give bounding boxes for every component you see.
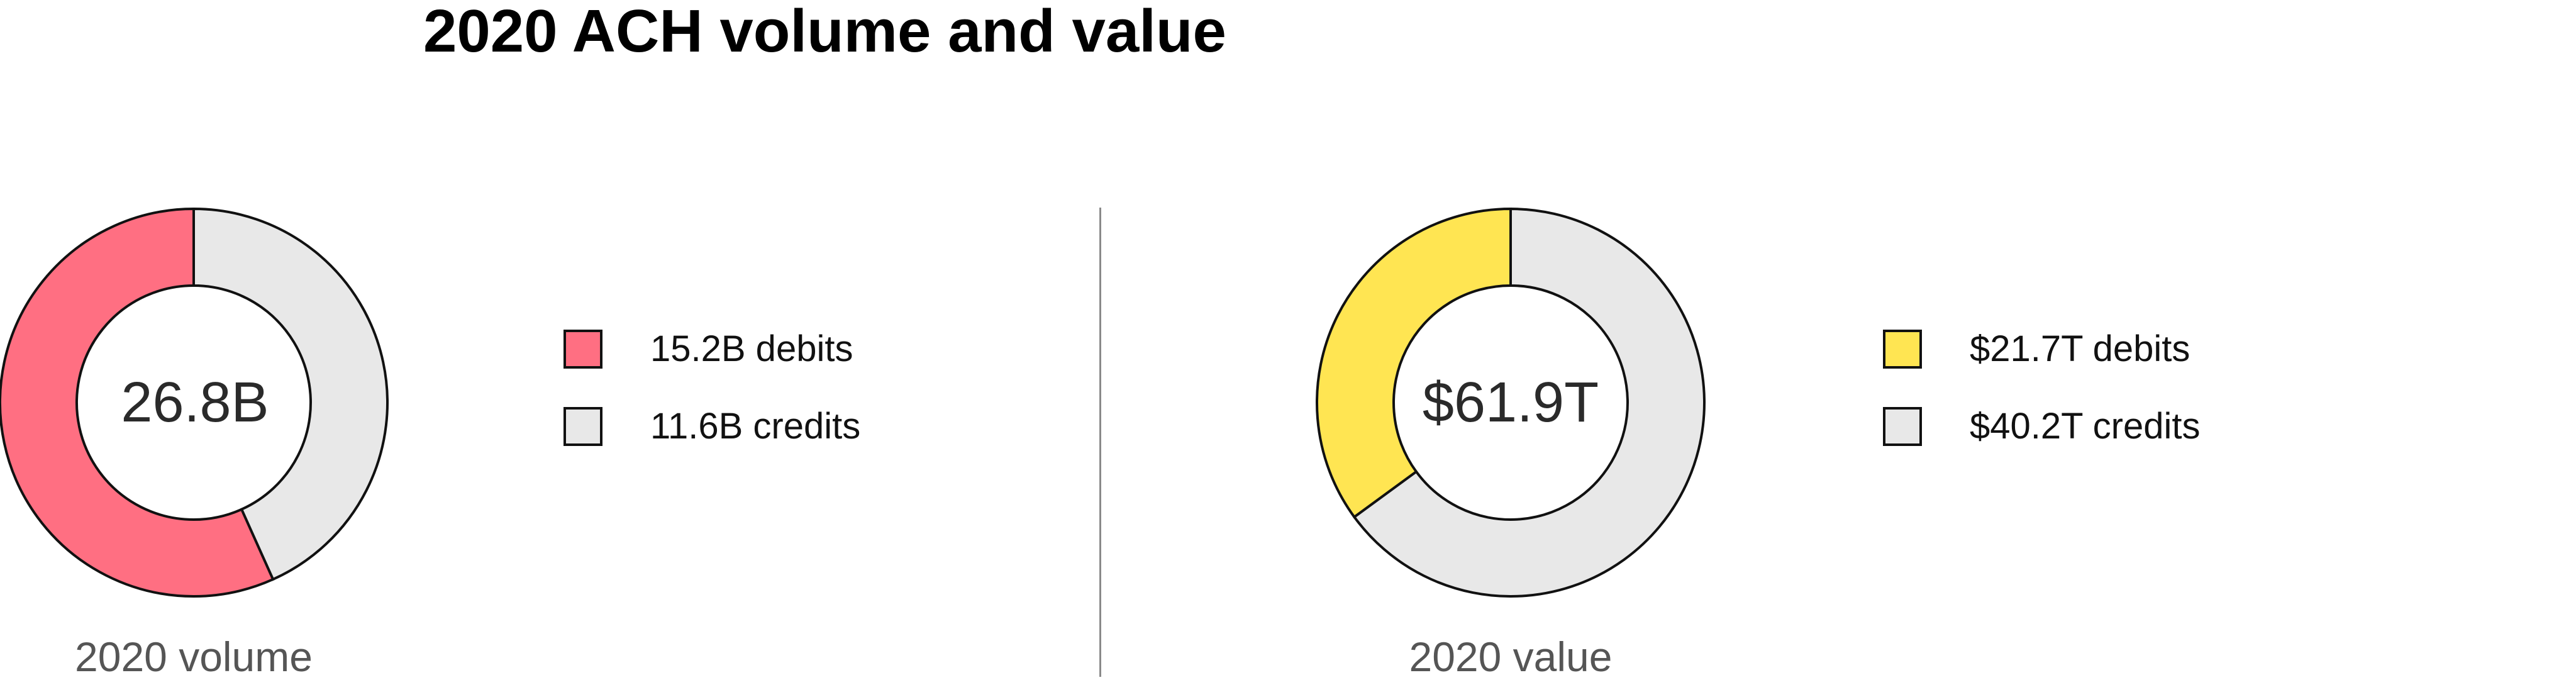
legend-swatch-value-credits [1883, 407, 1922, 446]
volume-caption: 2020 volume [75, 633, 313, 680]
legend-label-value-credits: $40.2T credits [1970, 406, 2201, 447]
legend-item-value-credits: $40.2T credits [1883, 404, 2200, 449]
chart-title: 2020 ACH volume and value [423, 0, 1226, 65]
value-slice-credits [1352, 207, 1706, 598]
section-divider [1099, 208, 1101, 677]
value-caption: 2020 value [1409, 633, 1613, 680]
legend-label-volume-debits: 15.2B debits [650, 328, 853, 369]
legend-swatch-volume-credits [564, 407, 602, 446]
legend-label-value-debits: $21.7T debits [1970, 328, 2190, 369]
legend-swatch-value-debits [1883, 330, 1922, 369]
value-total-label: $61.9T [1422, 371, 1599, 434]
legend-item-value-debits: $21.7T debits [1883, 327, 2190, 371]
volume-slice-debits [0, 207, 275, 598]
legend-item-volume-debits: 15.2B debits [564, 327, 853, 371]
value-slice-debits [1316, 207, 1512, 519]
legend-swatch-volume-debits [564, 330, 602, 369]
volume-total-label: 26.8B [121, 371, 269, 434]
volume-donut-chart [0, 207, 389, 598]
volume-slice-credits [192, 207, 389, 581]
legend-label-volume-credits: 11.6B credits [650, 406, 861, 447]
legend-item-volume-credits: 11.6B credits [564, 404, 860, 449]
value-donut-chart [1316, 207, 1706, 598]
